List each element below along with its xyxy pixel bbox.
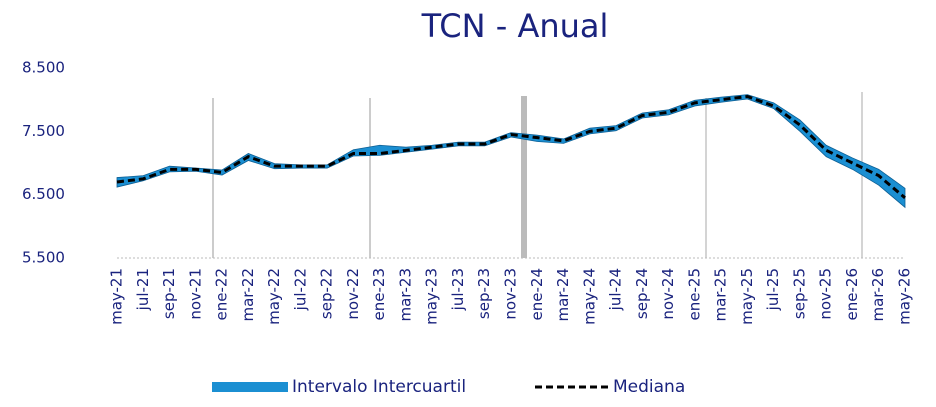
x-tick-label: sep-21: [160, 268, 178, 319]
x-tick-label: may-23: [423, 268, 441, 325]
legend-label: Intervalo Intercuartil: [292, 377, 466, 397]
x-tick-label: may-25: [738, 268, 756, 325]
x-tick-label: jul-23: [449, 268, 467, 311]
y-tick-label: 6.500: [22, 185, 65, 203]
x-tick-label: may-26: [896, 268, 914, 325]
x-tick-label: jul-22: [291, 268, 309, 311]
x-tick-label: ene-26: [843, 268, 861, 320]
legend-label: Mediana: [613, 377, 685, 397]
x-tick-label: nov-23: [502, 268, 520, 320]
x-tick-label: ene-22: [213, 268, 231, 320]
x-tick-label: jul-25: [764, 268, 782, 311]
x-tick-label: nov-25: [817, 268, 835, 320]
x-tick-label: mar-22: [239, 268, 257, 322]
x-tick-label: ene-25: [685, 268, 703, 320]
y-tick-label: 7.500: [22, 122, 65, 140]
x-tick-label: nov-21: [186, 268, 204, 320]
x-tick-label: mar-25: [712, 268, 730, 322]
chart-title: TCN - Anual: [421, 7, 609, 45]
x-tick-label: may-21: [108, 268, 126, 325]
x-tick-label: ene-24: [528, 268, 546, 320]
x-tick-label: may-22: [265, 268, 283, 325]
median-line: [116, 94, 906, 199]
legend-swatch: [212, 382, 288, 392]
y-tick-label: 5.500: [22, 249, 65, 267]
x-tick-label: mar-26: [869, 268, 887, 322]
x-tick-label: nov-22: [344, 268, 362, 320]
x-tick-label: nov-24: [659, 268, 677, 320]
x-tick-label: mar-23: [396, 268, 414, 322]
x-tick-label: jul-24: [607, 268, 625, 311]
x-tick-label: mar-24: [554, 268, 572, 322]
x-tick-label: sep-24: [633, 268, 651, 319]
x-tick-label: sep-23: [475, 268, 493, 319]
x-tick-label: sep-22: [318, 268, 336, 319]
x-tick-label: sep-25: [790, 268, 808, 319]
y-tick-label: 8.500: [22, 59, 65, 77]
interquartile-band: [116, 94, 906, 209]
x-tick-label: ene-23: [370, 268, 388, 320]
x-tick-label: may-24: [580, 268, 598, 325]
x-tick-label: jul-21: [134, 268, 152, 311]
